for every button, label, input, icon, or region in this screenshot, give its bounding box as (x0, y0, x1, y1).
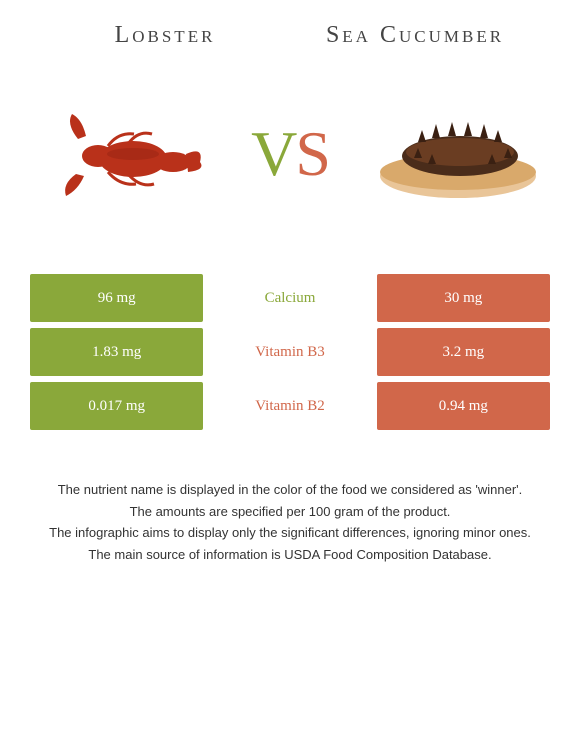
footnote-line: The amounts are specified per 100 gram o… (34, 502, 546, 522)
food2-value: 0.94 mg (377, 382, 550, 430)
footnotes: The nutrient name is displayed in the co… (30, 480, 550, 564)
vs-v: V (251, 118, 295, 189)
food2-image (365, 74, 550, 234)
table-row: 1.83 mg Vitamin B3 3.2 mg (30, 328, 550, 376)
nutrient-name: Calcium (203, 274, 376, 322)
sea-cucumber-icon (368, 94, 548, 214)
nutrient-name: Vitamin B2 (203, 382, 376, 430)
food2-value: 3.2 mg (377, 328, 550, 376)
table-row: 0.017 mg Vitamin B2 0.94 mg (30, 382, 550, 430)
food1-image (30, 74, 215, 234)
food2-title: Sea Cucumber (290, 20, 540, 50)
footnote-line: The infographic aims to display only the… (34, 523, 546, 543)
footnote-line: The main source of information is USDA F… (34, 545, 546, 565)
footnote-line: The nutrient name is displayed in the co… (34, 480, 546, 500)
food1-value: 0.017 mg (30, 382, 203, 430)
vs-s: S (295, 118, 329, 189)
title-row: Lobster Sea Cucumber (30, 20, 550, 50)
lobster-icon (38, 84, 208, 224)
table-row: 96 mg Calcium 30 mg (30, 274, 550, 322)
food1-value: 1.83 mg (30, 328, 203, 376)
nutrient-table: 96 mg Calcium 30 mg 1.83 mg Vitamin B3 3… (30, 274, 550, 430)
nutrient-name: Vitamin B3 (203, 328, 376, 376)
comparison-images-row: VS (30, 74, 550, 234)
vs-label: VS (251, 117, 329, 191)
food1-value: 96 mg (30, 274, 203, 322)
food1-title: Lobster (40, 20, 290, 50)
food2-value: 30 mg (377, 274, 550, 322)
